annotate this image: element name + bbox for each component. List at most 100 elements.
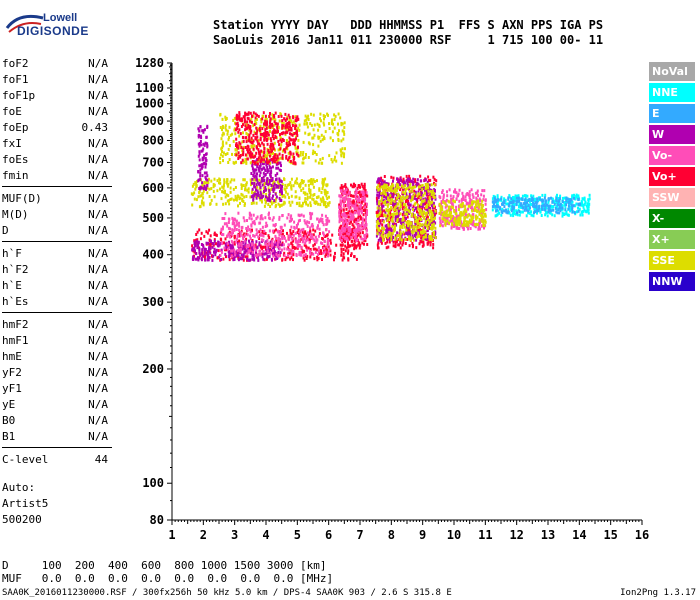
data-point: [457, 221, 460, 225]
data-point: [327, 113, 329, 117]
lowell-digisonde-logo: Lowell DIGISONDE: [5, 6, 95, 46]
data-point: [343, 226, 346, 230]
param-name: foEp: [2, 121, 29, 134]
data-point: [326, 218, 329, 222]
data-point: [355, 188, 358, 192]
data-point: [422, 197, 425, 201]
data-point: [274, 122, 277, 126]
data-point: [397, 194, 400, 198]
data-point: [510, 197, 513, 201]
data-point: [292, 239, 295, 243]
data-point: [359, 205, 362, 209]
data-point: [192, 246, 195, 250]
data-point: [422, 193, 425, 197]
data-point: [481, 206, 484, 210]
data-point: [452, 216, 455, 220]
data-point: [258, 169, 261, 173]
data-point: [353, 244, 356, 248]
data-point: [432, 234, 435, 237]
data-point: [519, 210, 522, 214]
data-point: [355, 239, 358, 242]
data-point: [428, 188, 431, 191]
data-point: [234, 148, 237, 151]
data-point: [317, 246, 320, 250]
data-point: [306, 125, 309, 129]
data-point: [208, 187, 211, 191]
data-point: [388, 234, 390, 238]
data-point: [402, 192, 405, 196]
data-point: [419, 174, 422, 178]
data-point: [387, 212, 390, 216]
param-value: N/A: [88, 73, 108, 86]
data-point: [223, 222, 226, 226]
data-point: [212, 185, 215, 189]
data-point: [279, 138, 282, 142]
data-point: [289, 203, 292, 207]
data-point: [582, 205, 585, 209]
data-point: [380, 241, 383, 245]
data-point: [414, 178, 417, 182]
data-point: [237, 258, 240, 262]
data-point: [430, 237, 432, 241]
data-point: [289, 119, 292, 122]
data-point: [480, 193, 483, 197]
data-point: [256, 215, 259, 219]
data-point: [448, 205, 450, 209]
data-point: [324, 235, 327, 238]
data-point: [293, 220, 296, 224]
data-point: [377, 196, 380, 200]
data-point: [267, 187, 270, 191]
data-point: [278, 215, 281, 219]
data-point: [453, 224, 456, 228]
data-point: [377, 241, 380, 245]
data-point: [523, 194, 526, 198]
data-point: [460, 220, 463, 224]
data-point: [471, 213, 474, 217]
data-point: [420, 230, 422, 234]
data-point: [405, 226, 408, 230]
data-point: [379, 229, 382, 233]
data-point: [351, 217, 354, 221]
data-point: [326, 233, 329, 237]
data-point: [209, 202, 212, 206]
data-point: [233, 248, 236, 252]
data-point: [555, 199, 558, 203]
data-point: [409, 225, 412, 229]
data-point: [234, 253, 237, 257]
data-point: [284, 119, 287, 122]
data-point: [431, 200, 434, 204]
data-point: [343, 219, 346, 223]
data-point: [230, 254, 233, 258]
data-point: [392, 195, 395, 199]
data-point: [229, 133, 232, 137]
data-point: [333, 113, 336, 117]
data-point: [381, 226, 383, 230]
data-point: [390, 227, 393, 231]
data-point: [321, 187, 324, 191]
data-point: [392, 189, 395, 193]
data-point: [415, 232, 418, 236]
data-point: [271, 149, 273, 153]
data-point: [358, 241, 361, 245]
data-point: [328, 195, 330, 199]
data-point: [430, 221, 433, 225]
data-point: [383, 213, 386, 217]
data-point: [242, 131, 244, 135]
data-point: [242, 150, 245, 154]
data-point: [343, 231, 346, 235]
data-point: [266, 151, 269, 154]
data-point: [396, 216, 398, 220]
data-point: [343, 229, 346, 233]
data-point: [319, 117, 321, 121]
data-point: [271, 124, 274, 128]
data-point: [201, 181, 204, 185]
data-point: [298, 234, 300, 238]
data-point: [417, 213, 420, 217]
data-point: [561, 206, 564, 210]
data-point: [388, 214, 391, 218]
data-point: [276, 257, 279, 260]
data-point: [378, 212, 381, 216]
data-point: [266, 250, 269, 254]
data-point: [221, 190, 224, 194]
data-point: [366, 202, 368, 206]
